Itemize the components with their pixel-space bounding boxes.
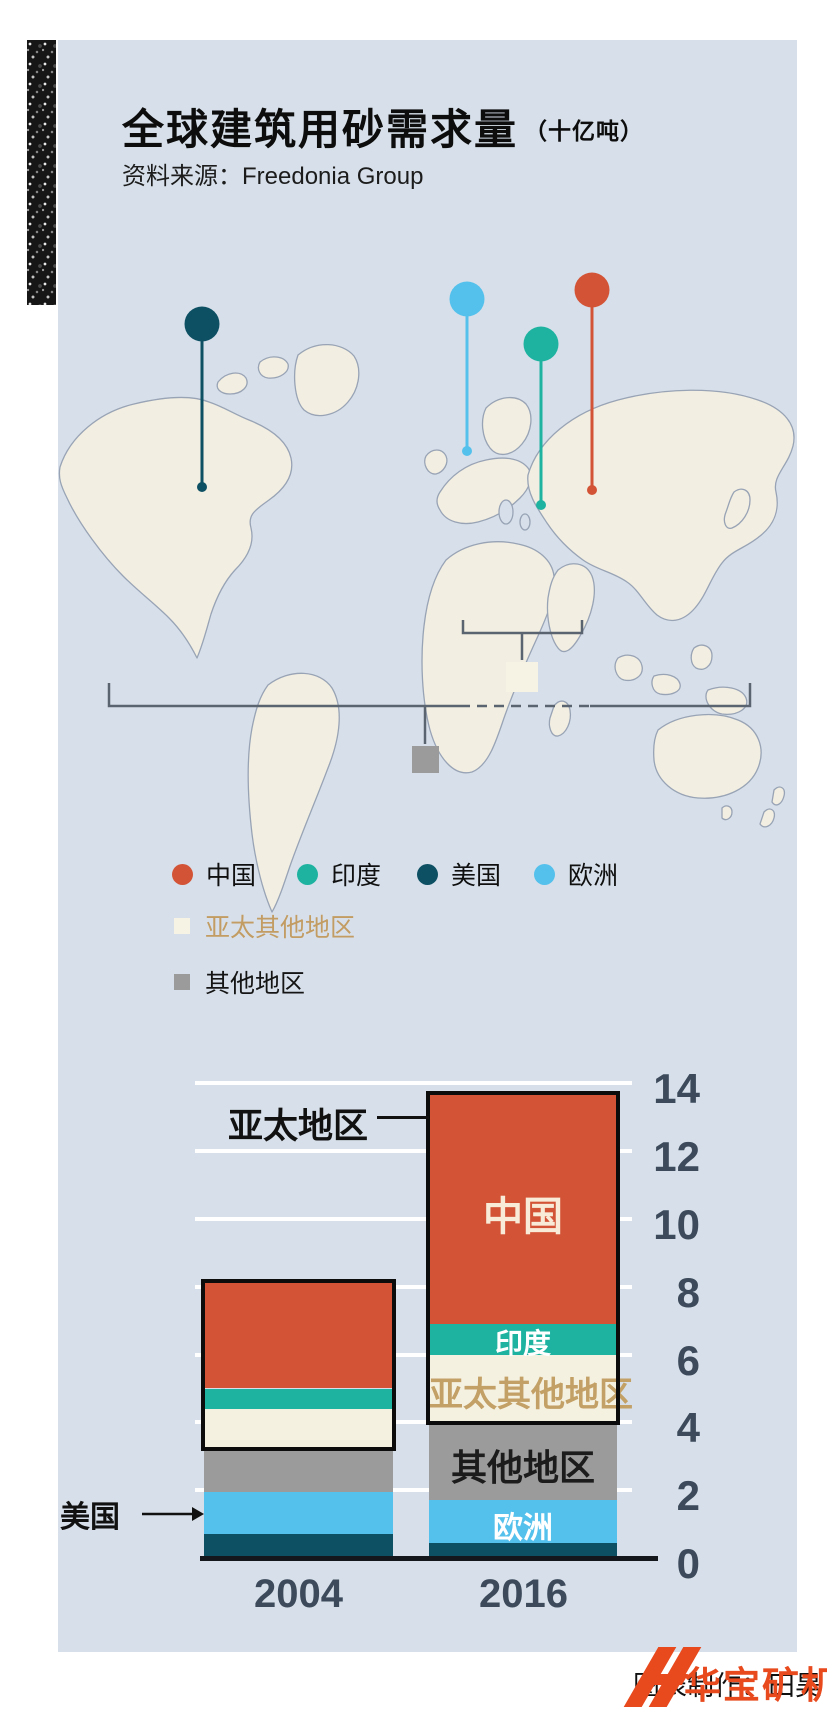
legend-item-亚太其他地区: 亚太其他地区 <box>174 908 355 944</box>
gridline-14 <box>195 1081 632 1086</box>
legend-label: 欧洲 <box>568 862 619 890</box>
title-text: 全球建筑用砂需求量 <box>122 106 519 153</box>
segment-label-亚太其他地区: 亚太其他地区 <box>429 1376 633 1415</box>
y-tick-label-6: 6 <box>676 1336 700 1384</box>
bar-segment-2004-印度 <box>204 1388 393 1409</box>
legend-dot-icon <box>297 863 318 885</box>
legend-item-中国: 中国 <box>172 856 256 892</box>
legend-item-其他地区: 其他地区 <box>174 964 305 1000</box>
y-tick-label-10: 10 <box>653 1201 700 1248</box>
segment-label-欧洲: 欧洲 <box>493 1511 553 1545</box>
title-unit: （十亿吨） <box>524 118 645 144</box>
legend-dot-icon <box>172 863 193 885</box>
sand-texture-strip <box>27 40 56 305</box>
map-pins-layer <box>184 272 610 510</box>
y-tick-label-14: 14 <box>653 1065 700 1113</box>
legend-label: 美国 <box>451 862 502 890</box>
x-axis-label-2004: 2004 <box>254 1572 343 1616</box>
map-pin-印度 <box>523 326 559 510</box>
continent-asia <box>527 389 795 622</box>
bracket-other-regions <box>107 683 752 708</box>
watermark-text: 华宝矿机 <box>684 1665 827 1706</box>
islands-new-zealand <box>759 786 786 828</box>
callout-asia-pacific-line <box>377 1116 429 1119</box>
gridline-6 <box>195 1352 632 1357</box>
islands-southeast-asia <box>614 644 748 715</box>
region-india <box>546 563 595 653</box>
callout-asia-pacific-label: 亚太地区 <box>227 1107 368 1146</box>
usa-arrow-icon <box>142 1507 204 1521</box>
bar-segment-2016-美国 <box>429 1542 617 1558</box>
continent-australia <box>652 713 762 821</box>
watermark-logo-icon <box>637 1674 689 1685</box>
bar-segment-2016-印度: 印度 <box>429 1324 617 1359</box>
bar-segment-2004-亚太其他地区 <box>204 1408 393 1448</box>
y-tick-label-0: 0 <box>676 1540 700 1587</box>
page-title: 全球建筑用砂需求量 （十亿吨） <box>122 96 644 157</box>
data-source: 资料来源：Freedonia Group <box>122 163 424 190</box>
bar-segment-2004-美国 <box>204 1534 393 1558</box>
map-pin-中国 <box>574 272 610 495</box>
asia-pacific-group-box-2004 <box>201 1278 396 1451</box>
island-madagascar <box>548 700 572 737</box>
bar-segment-2004-其他地区 <box>204 1447 393 1492</box>
region-british-isles <box>424 449 448 475</box>
continent-greenland <box>293 343 360 417</box>
sea-black <box>519 513 531 531</box>
legend-label: 中国 <box>206 862 257 890</box>
y-tick-label-8: 8 <box>676 1268 700 1316</box>
legend-item-印度: 印度 <box>297 856 381 892</box>
continent-south-america <box>247 672 340 913</box>
x-axis-label-2016: 2016 <box>479 1572 568 1616</box>
legend-dot-icon <box>534 863 555 885</box>
bar-segment-2016-欧洲: 欧洲 <box>429 1500 617 1545</box>
gridline-10 <box>195 1217 632 1221</box>
y-tick-label-2: 2 <box>676 1472 700 1520</box>
segment-label-印度: 印度 <box>494 1327 551 1359</box>
bar-segment-2016-其他地区: 其他地区 <box>429 1422 617 1501</box>
legend-square-icon <box>174 974 190 990</box>
y-tick-label-4: 4 <box>676 1404 700 1452</box>
bar-segment-2016-亚太其他地区: 亚太其他地区 <box>429 1354 633 1423</box>
region-scandinavia <box>481 397 532 455</box>
map-marker-apac-other-square <box>506 662 538 692</box>
map-pin-美国 <box>184 306 220 492</box>
islands-canadian-arctic <box>216 356 289 395</box>
continent-africa <box>421 541 555 774</box>
map-marker-other-regions-square <box>412 746 439 773</box>
x-axis-baseline <box>200 1556 658 1561</box>
callout-usa-label: 美国 <box>60 1501 120 1534</box>
map-pin-欧洲 <box>449 281 485 456</box>
continent-north-america <box>58 396 293 659</box>
bar-segment-2004-中国 <box>204 1281 393 1389</box>
gridline-2 <box>195 1488 632 1493</box>
gridline-8 <box>195 1284 632 1289</box>
gridline-12 <box>195 1149 632 1154</box>
y-tick-label-12: 12 <box>653 1133 700 1181</box>
bar-segment-2016-中国: 中国 <box>429 1093 617 1325</box>
legend-dot-icon <box>417 863 438 885</box>
sea-caspian <box>498 499 514 525</box>
region-japan <box>723 488 751 529</box>
asia-pacific-group-box-2016 <box>426 1090 620 1426</box>
gridline-4 <box>195 1420 632 1425</box>
bar-segment-2004-欧洲 <box>204 1491 393 1535</box>
legend-label: 其他地区 <box>205 970 306 998</box>
legend-item-欧洲: 欧洲 <box>534 856 618 892</box>
segment-label-中国: 中国 <box>483 1194 563 1239</box>
segment-label-其他地区: 其他地区 <box>450 1446 595 1488</box>
continent-europe <box>436 457 532 525</box>
world-map <box>58 272 795 913</box>
legend-label: 亚太其他地区 <box>205 914 356 942</box>
legend-square-icon <box>174 918 190 934</box>
legend-label: 印度 <box>331 862 382 890</box>
legend-item-美国: 美国 <box>417 856 501 892</box>
